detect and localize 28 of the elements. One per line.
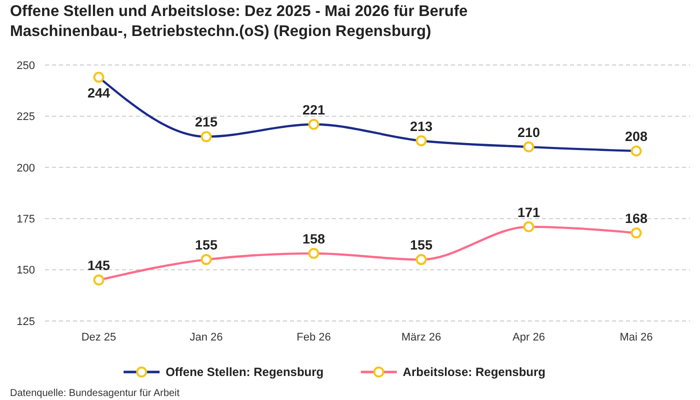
y-tick-label: 200 bbox=[16, 162, 35, 174]
chart-title: Offene Stellen und Arbeitslose: Dez 2025 - Mai 2026 für Berufe Maschinenbau-, Betriebstechn.(oS) (Region Regensburg) bbox=[10, 3, 468, 40]
data-label: 168 bbox=[624, 210, 648, 226]
data-label: 221 bbox=[302, 102, 326, 118]
x-tick-label: Apr 26 bbox=[512, 332, 545, 344]
x-tick-label: Mai 26 bbox=[620, 332, 653, 344]
text: Datenquelle: Bundesagentur für Arbeit bbox=[10, 388, 180, 399]
data-label: 244 bbox=[87, 85, 110, 100]
data-label: 213 bbox=[410, 118, 433, 134]
data-label: 208 bbox=[624, 129, 648, 144]
data-label: 155 bbox=[410, 238, 433, 253]
legend-label: Arbeitslose: Regensburg bbox=[402, 365, 546, 380]
y-tick-label: 250 bbox=[16, 60, 35, 72]
x-tick-label: Feb 26 bbox=[296, 332, 331, 344]
data-label: 145 bbox=[87, 258, 110, 274]
y-tick-label: 125 bbox=[16, 316, 35, 328]
data-label: 158 bbox=[302, 231, 326, 246]
x-tick-label: Jan 26 bbox=[190, 332, 223, 344]
y-tick-label: 175 bbox=[16, 213, 35, 226]
x-tick-label: Dez 25 bbox=[81, 332, 116, 344]
legend-label: Offene Stellen: Regensburg bbox=[166, 365, 324, 380]
data-label: 210 bbox=[517, 124, 540, 140]
data-label: 155 bbox=[194, 238, 218, 253]
y-tick-label: 150 bbox=[16, 264, 35, 277]
data-label: 171 bbox=[517, 204, 540, 220]
data-label: 215 bbox=[194, 114, 218, 130]
y-tick-label: 225 bbox=[16, 111, 35, 124]
x-tick-label: März 26 bbox=[401, 332, 442, 344]
